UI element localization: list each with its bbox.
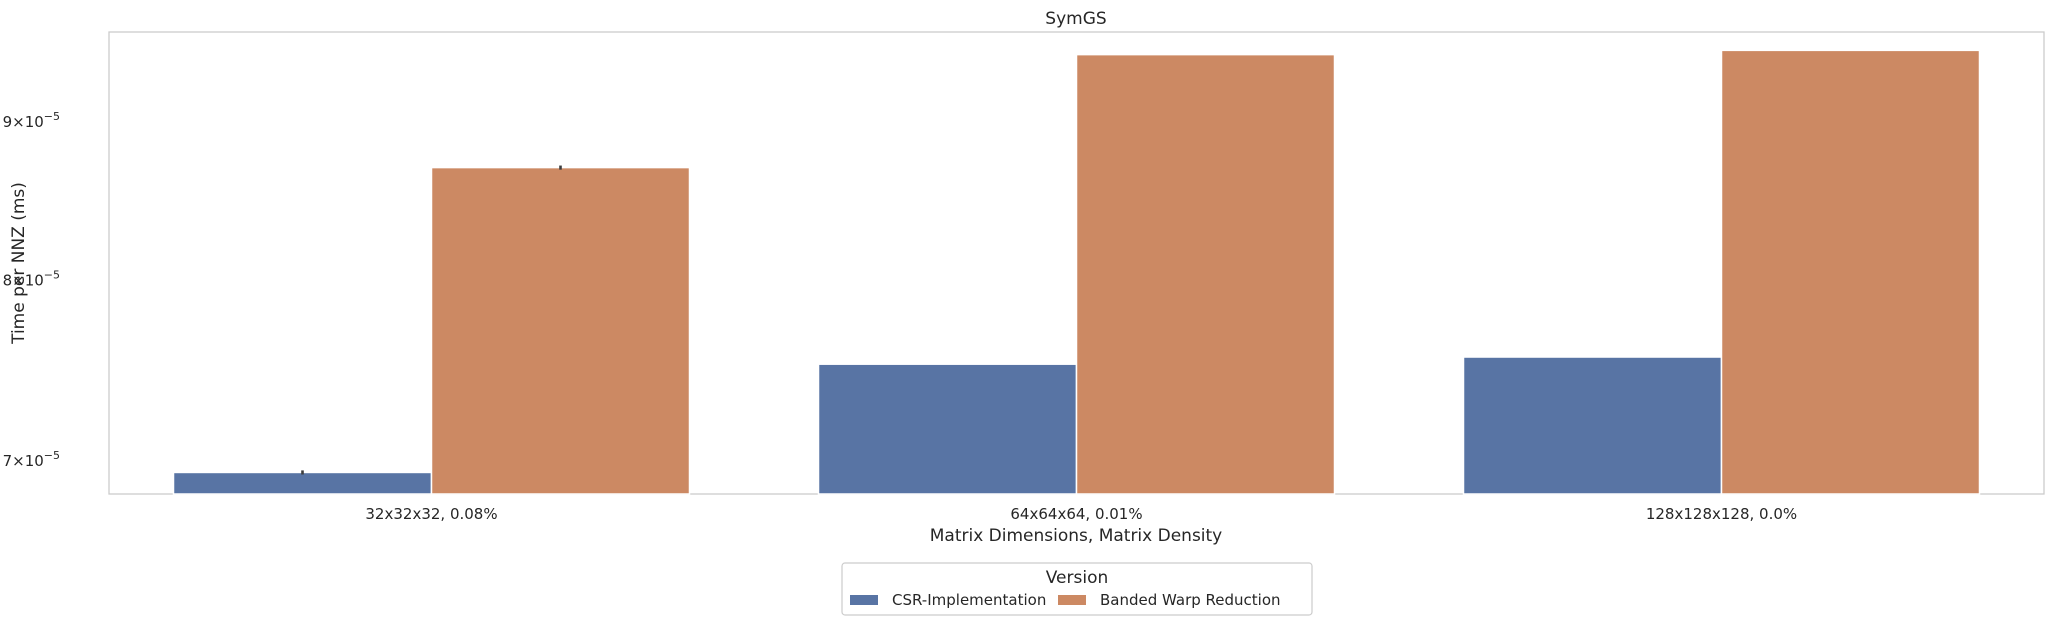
legend-title: Version <box>1046 568 1109 588</box>
y-tick-label: 8×10−5 <box>3 269 60 290</box>
bar-csr-1 <box>817 363 1078 495</box>
x-tick-label: 128x128x128, 0.0% <box>1646 505 1797 523</box>
legend-swatch-csr <box>850 595 878 605</box>
bar-banded-2 <box>1720 49 1981 495</box>
y-axis-label: Time per NNZ (ms) <box>9 182 29 345</box>
x-axis-label: Matrix Dimensions, Matrix Density <box>930 526 1223 546</box>
bar-banded-0 <box>430 166 691 495</box>
legend-label-csr: CSR-Implementation <box>892 591 1046 609</box>
legend-frame <box>841 562 1313 616</box>
bars-group <box>172 49 1981 495</box>
x-tick-label: 32x32x32, 0.08% <box>365 505 497 523</box>
legend-label-banded: Banded Warp Reduction <box>1100 591 1281 609</box>
chart-title: SymGS <box>1045 9 1106 29</box>
y-tick-labels: 7×10−5 8×10−5 9×10−5 <box>3 110 60 470</box>
error-bars-group <box>301 165 562 475</box>
y-tick-label: 9×10−5 <box>3 110 60 131</box>
y-tick-label: 7×10−5 <box>3 449 60 470</box>
x-tick-label: 64x64x64, 0.01% <box>1010 505 1142 523</box>
bar-banded-1 <box>1075 53 1336 495</box>
bar-csr-2 <box>1462 356 1723 495</box>
x-tick-labels: 32x32x32, 0.08% 64x64x64, 0.01% 128x128x12… <box>365 505 1797 523</box>
legend: Version CSR-Implementation Banded Warp R… <box>841 562 1313 616</box>
legend-swatch-banded <box>1058 595 1086 605</box>
bar-csr-0 <box>172 471 433 495</box>
